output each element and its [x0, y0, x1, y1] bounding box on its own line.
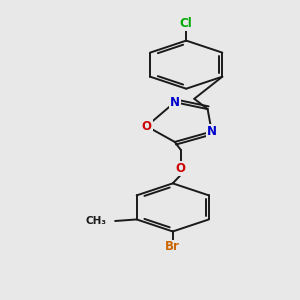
Text: O: O — [176, 162, 186, 175]
Text: Br: Br — [165, 241, 180, 254]
Text: CH₃: CH₃ — [86, 216, 107, 226]
Text: O: O — [142, 120, 152, 133]
Text: N: N — [170, 96, 180, 109]
Text: Cl: Cl — [180, 17, 193, 30]
Text: N: N — [207, 125, 217, 138]
